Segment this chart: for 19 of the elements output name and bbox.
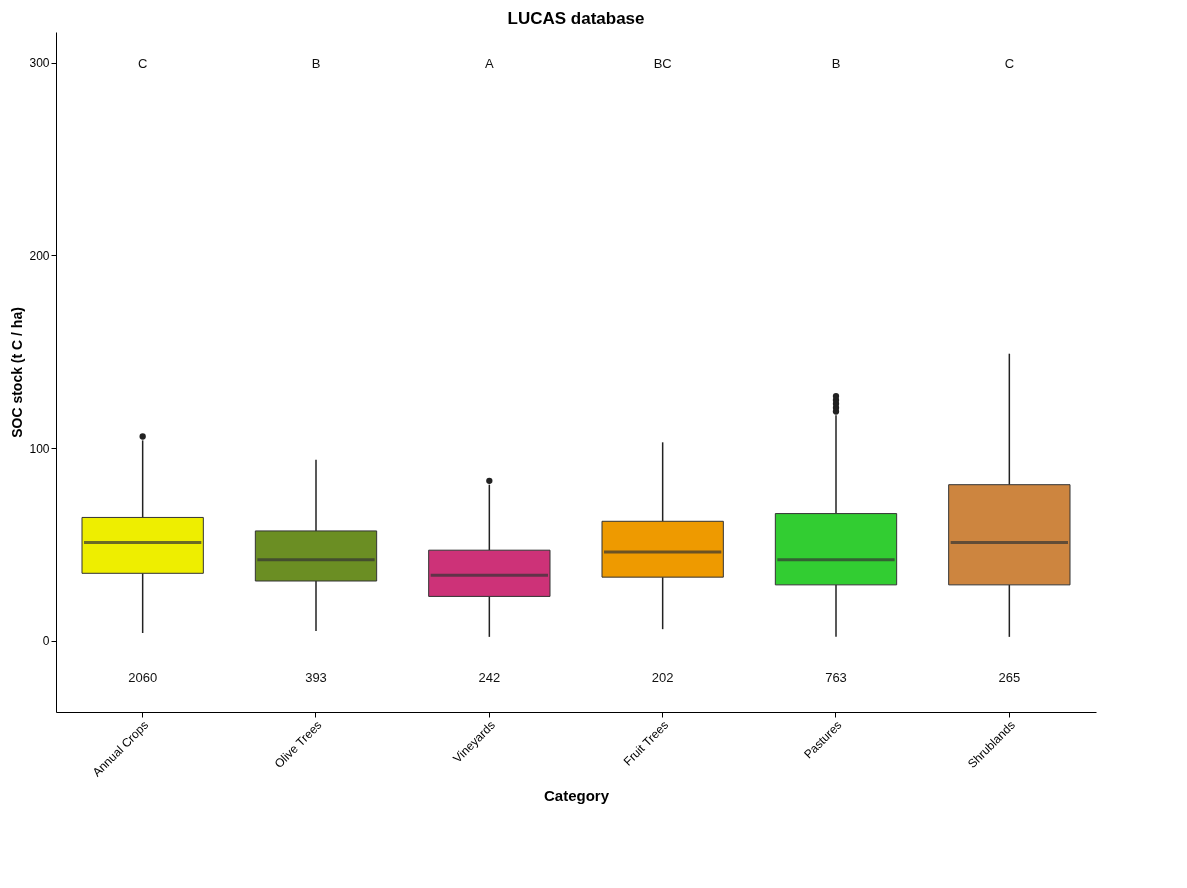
x-axis-title: Category [543, 786, 610, 804]
y-tick-label: 0 [42, 634, 50, 649]
y-tick-label: 300 [29, 56, 50, 71]
annotation: C [137, 56, 148, 71]
annotation: 763 [825, 670, 847, 685]
annotation: 2060 [128, 670, 158, 685]
y-tick-label: 100 [29, 441, 50, 456]
annotation: B [311, 56, 321, 71]
y-tick-label: 200 [29, 248, 50, 263]
chart-title: LUCAS database [507, 9, 645, 28]
y-axis-title: SOC stock (t C / ha) [9, 307, 26, 438]
annotation: 393 [305, 670, 327, 685]
annotation: 202 [651, 670, 674, 685]
annotation: A [485, 56, 494, 71]
annotation: C [1004, 56, 1015, 71]
annotation: 265 [998, 670, 1021, 685]
annotation: BC [653, 56, 672, 71]
annotation: B [831, 56, 841, 71]
annotation: 242 [478, 670, 501, 685]
